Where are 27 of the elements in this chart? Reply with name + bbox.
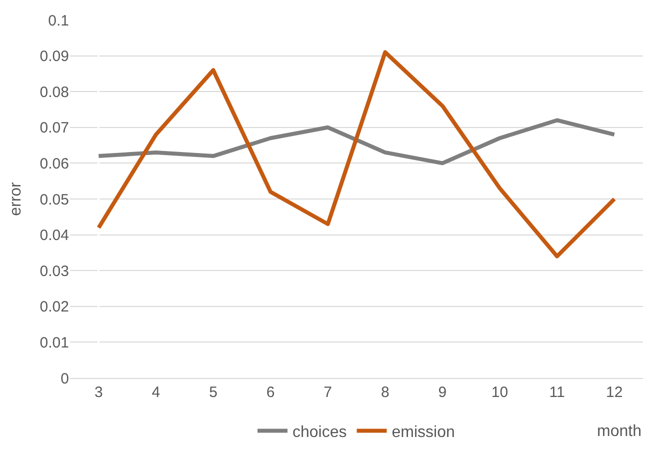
x-tick-label: 5 bbox=[209, 384, 218, 401]
y-tick-label: 0.01 bbox=[40, 334, 69, 352]
y-tick-label: 0.08 bbox=[40, 84, 69, 101]
x-tick-label: 7 bbox=[324, 384, 332, 401]
line-series bbox=[96, 118, 616, 166]
x-tick-label: 3 bbox=[94, 384, 103, 401]
x-tick-label: 6 bbox=[266, 384, 275, 401]
x-tick-label: 9 bbox=[438, 384, 447, 401]
line-series bbox=[96, 50, 616, 258]
y-tick-label: 0.04 bbox=[40, 227, 69, 244]
y-tick-label: 0.03 bbox=[40, 262, 69, 280]
y-tick-label: 0.02 bbox=[40, 298, 69, 316]
x-tick-label: 8 bbox=[380, 384, 390, 401]
x-tick-label: 10 bbox=[491, 384, 508, 401]
y-tick-label: 0.1 bbox=[48, 12, 69, 30]
y-tick-label: 0.05 bbox=[40, 191, 69, 208]
y-axis-title: error bbox=[8, 181, 25, 216]
y-tick-label: 0.09 bbox=[40, 48, 69, 66]
legend-label: choices bbox=[292, 424, 347, 441]
x-tick-label: 12 bbox=[606, 384, 623, 401]
x-axis-title: month bbox=[597, 423, 642, 440]
x-tick-label: 4 bbox=[152, 384, 160, 401]
x-tick-label: 11 bbox=[549, 384, 565, 401]
legend-label: emission bbox=[392, 424, 455, 441]
y-tick-label: 0 bbox=[60, 370, 69, 388]
y-tick-label: 0.06 bbox=[40, 155, 69, 172]
y-tick-label: 0.07 bbox=[40, 120, 69, 137]
